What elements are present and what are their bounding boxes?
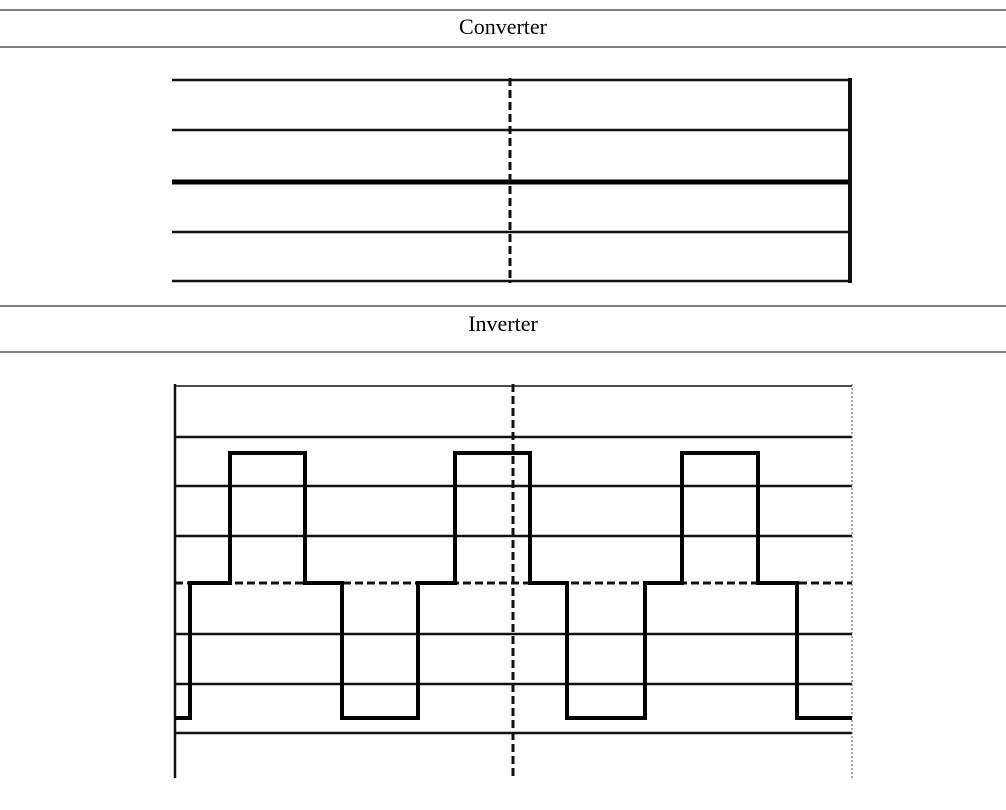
figure: Converter Inverter [0, 0, 1006, 810]
section-title: Inverter [468, 311, 538, 336]
inverter-scope [175, 384, 852, 778]
converter-scope [172, 78, 852, 283]
page: Converter Inverter (() => { const data =… [0, 0, 1006, 810]
section-title: Converter [459, 14, 548, 39]
